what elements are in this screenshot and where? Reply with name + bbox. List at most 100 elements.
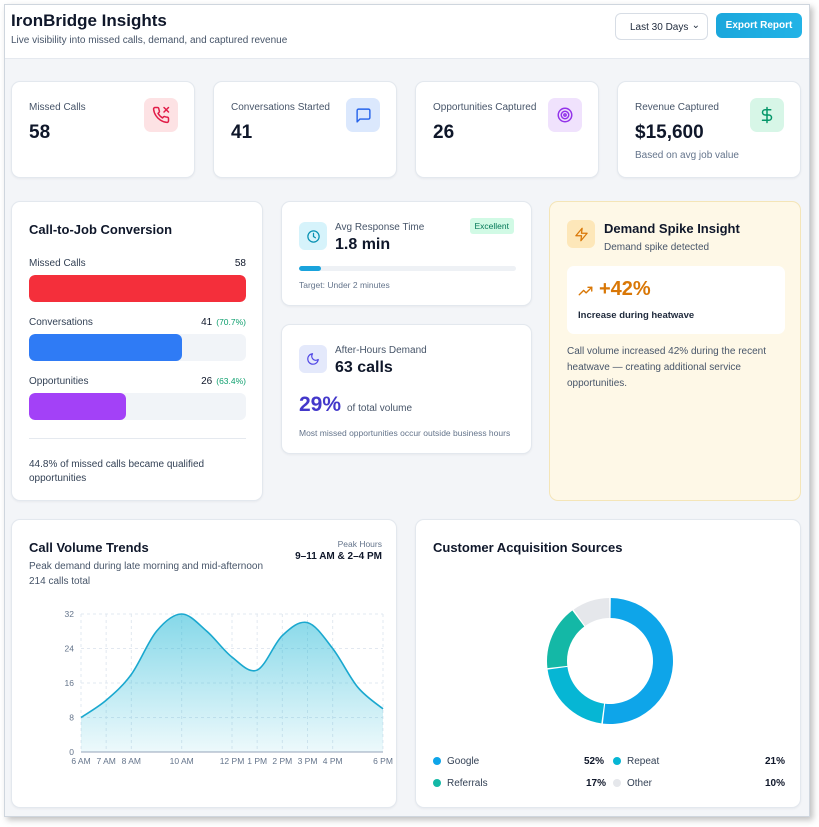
- peak-hours-label: Peak Hours: [337, 539, 382, 549]
- legend-value: 21%: [765, 756, 786, 767]
- response-value: 1.8 min: [335, 236, 391, 253]
- header: IronBridge Insights Live visibility into…: [5, 5, 809, 59]
- call-volume-chart: 0 8 16 24 32 6 AM 7 AM 8 AM 10 AM 12 PM 1 PM 2 PM 3 …: [65, 609, 393, 766]
- x-tick-label: 6 AM: [71, 756, 90, 766]
- after-hours-pct-label: of total volume: [347, 403, 413, 414]
- donut-slice-repeat: [547, 666, 605, 724]
- after-hours-value: 63 calls: [335, 359, 393, 376]
- moon-icon: [299, 345, 327, 373]
- donut-slice-referrals: [547, 610, 585, 669]
- conv-row-value: 41 (70.7%): [201, 317, 246, 328]
- stat-value: 41: [231, 122, 253, 143]
- insight-body: Call volume increased 42% during the rec…: [567, 346, 766, 389]
- trending-up-icon: [578, 284, 593, 302]
- peak-hours-value: 9–11 AM & 2–4 PM: [295, 551, 382, 562]
- conv-row-opportunities: Opportunities 26 (63.4%): [29, 376, 246, 387]
- phone-missed-icon: [144, 98, 178, 132]
- response-progress: [299, 266, 516, 271]
- legend-value: 52%: [584, 756, 605, 767]
- divider: [29, 438, 246, 439]
- x-tick-label: 6 PM: [373, 756, 393, 766]
- bar-missed: [29, 275, 246, 302]
- conv-row-conversations: Conversations 41 (70.7%): [29, 317, 246, 328]
- area-fill: [81, 614, 383, 752]
- legend-google: Google: [433, 756, 479, 767]
- sources-title: Customer Acquisition Sources: [433, 540, 623, 555]
- x-tick-label: 8 AM: [122, 756, 141, 766]
- stat-value: 26: [433, 122, 455, 143]
- export-report-button[interactable]: Export Report: [716, 13, 802, 38]
- insight-value: +42%: [599, 278, 651, 300]
- conv-row-value: 26 (63.4%): [201, 376, 246, 387]
- legend-dot: [613, 779, 621, 787]
- legend-dot: [613, 757, 621, 765]
- donut-slice-google: [602, 598, 673, 724]
- response-time-card: Avg Response Time 1.8 min Excellent Targ…: [281, 201, 532, 306]
- legend-dot: [433, 757, 441, 765]
- y-tick-label: 24: [65, 644, 75, 654]
- legend-value: 10%: [765, 778, 786, 789]
- lightning-icon: [567, 220, 595, 248]
- conv-row-label: Missed Calls: [29, 258, 86, 269]
- after-hours-pct: 29%: [299, 393, 342, 416]
- x-tick-label: 7 AM: [96, 756, 115, 766]
- excellent-badge: Excellent: [469, 218, 514, 234]
- conversion-title: Call-to-Job Conversion: [29, 222, 173, 237]
- x-tick-label: 10 AM: [170, 756, 194, 766]
- insight-stat-box: +42% Increase during heatwave: [567, 266, 785, 334]
- legend-dot: [433, 779, 441, 787]
- conv-count: 26: [201, 376, 213, 387]
- x-tick-label: 1 PM: [247, 756, 267, 766]
- conv-row-label: Conversations: [29, 317, 93, 328]
- legend-label: Google: [447, 756, 480, 767]
- stat-value: $15,600: [635, 122, 704, 143]
- insight-title: Demand Spike Insight: [604, 221, 740, 236]
- x-tick-label: 2 PM: [272, 756, 292, 766]
- legend-label: Referrals: [447, 778, 488, 789]
- insight-subtitle: Demand spike detected: [604, 242, 710, 253]
- legend-value: 17%: [586, 778, 607, 789]
- dashboard-window: IronBridge Insights Live visibility into…: [4, 4, 810, 817]
- dollar-icon: [750, 98, 784, 132]
- date-range-select[interactable]: Last 30 Days ⌄: [615, 13, 708, 40]
- after-hours-note: Most missed opportunities occur outside …: [299, 428, 511, 438]
- insight-value-label: Increase during heatwave: [578, 310, 695, 321]
- stat-card-opportunities: Opportunities Captured 26: [415, 81, 599, 178]
- trends-subtitle: Peak demand during late morning and mid-…: [29, 561, 264, 572]
- acquisition-sources-card: Customer Acquisition Sources Google 52% …: [415, 519, 801, 808]
- app-subtitle: Live visibility into missed calls, deman…: [11, 35, 288, 46]
- response-label: Avg Response Time: [335, 222, 425, 233]
- bar-fill-missed: [29, 275, 246, 302]
- bar-conversations: [29, 334, 246, 361]
- donut-slice-other: [573, 598, 610, 626]
- bar-opportunities: [29, 393, 246, 420]
- stat-card-conversations: Conversations Started 41: [213, 81, 397, 178]
- legend-other: Other: [613, 778, 652, 789]
- app-title: IronBridge Insights: [11, 11, 167, 30]
- chat-icon: [346, 98, 380, 132]
- call-volume-card: Call Volume Trends Peak demand during la…: [11, 519, 397, 808]
- y-tick-label: 32: [65, 609, 75, 619]
- trends-title: Call Volume Trends: [29, 540, 149, 555]
- conv-row-value: 58: [234, 258, 246, 269]
- conv-count: 41: [201, 317, 213, 328]
- bar-fill-conversations: [29, 334, 183, 361]
- legend-label: Repeat: [627, 756, 660, 767]
- conv-pct: (70.7%): [216, 317, 246, 327]
- demand-spike-card: Demand Spike Insight Demand spike detect…: [549, 201, 801, 501]
- response-progress-fill: [299, 266, 321, 271]
- x-tick-label: 3 PM: [298, 756, 318, 766]
- legend-referrals: Referrals: [433, 778, 488, 789]
- conv-row-missed: Missed Calls 58: [29, 258, 246, 269]
- stat-value: 58: [29, 122, 51, 143]
- stat-label: Missed Calls: [29, 102, 86, 113]
- conv-pct: (63.4%): [216, 376, 246, 386]
- x-tick-label: 4 PM: [323, 756, 343, 766]
- stat-card-revenue: Revenue Captured $15,600 Based on avg jo…: [617, 81, 801, 178]
- conv-row-label: Opportunities: [29, 376, 89, 387]
- trends-total: 214 calls total: [29, 576, 91, 587]
- clock-icon: [299, 222, 327, 250]
- stat-label: Revenue Captured: [635, 102, 719, 113]
- stat-note: Based on avg job value: [635, 150, 739, 161]
- y-tick-label: 16: [65, 678, 75, 688]
